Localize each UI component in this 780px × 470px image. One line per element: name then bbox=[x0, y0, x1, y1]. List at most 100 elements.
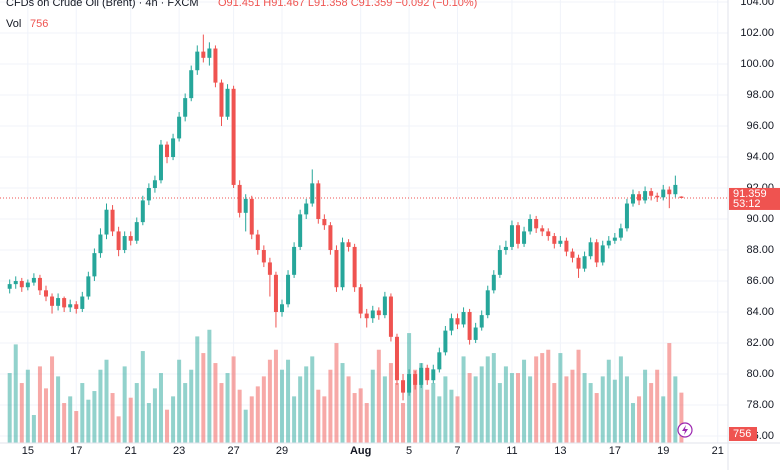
volume-bar bbox=[110, 393, 115, 443]
candle-body bbox=[376, 310, 381, 316]
volume-bar bbox=[497, 383, 502, 443]
volume-bar bbox=[509, 373, 514, 443]
volume-bar bbox=[104, 359, 109, 443]
candle-body bbox=[171, 138, 176, 158]
x-tick-label: 29 bbox=[276, 445, 288, 457]
volume-bar bbox=[479, 366, 484, 443]
candles bbox=[7, 34, 684, 401]
volume-bar bbox=[455, 396, 460, 443]
candle-body bbox=[286, 274, 291, 305]
candle-body bbox=[473, 327, 478, 340]
candle-body bbox=[98, 234, 103, 254]
volume-bar bbox=[249, 396, 254, 443]
candle-body bbox=[606, 240, 611, 246]
candle-body bbox=[394, 336, 399, 381]
volume-bar bbox=[594, 393, 599, 443]
volume-bar bbox=[364, 403, 369, 443]
volume-bar bbox=[237, 389, 242, 443]
header-symbol: CFDs on Crude Oil (Brent) · 4h · FXCM bbox=[6, 0, 199, 9]
volume-bar bbox=[425, 389, 430, 443]
candle-body bbox=[522, 231, 527, 244]
candle-body bbox=[298, 214, 303, 247]
y-tick-label: 102.00 bbox=[740, 27, 774, 39]
volume-bar bbox=[152, 388, 157, 443]
volume-value: 756 bbox=[30, 18, 48, 30]
volume-bar bbox=[606, 359, 611, 443]
volume-bar bbox=[394, 383, 399, 443]
volume-bar bbox=[352, 393, 357, 443]
volume-bar bbox=[582, 373, 587, 443]
volume-bar bbox=[346, 376, 351, 443]
volume-bar bbox=[74, 411, 79, 443]
volume-bar bbox=[334, 343, 339, 443]
volume-bar bbox=[679, 392, 684, 443]
candle-body bbox=[74, 304, 79, 309]
x-tick-label: 17 bbox=[70, 445, 82, 457]
volume-bar bbox=[134, 383, 139, 443]
candle-body bbox=[503, 246, 508, 251]
candle-body bbox=[340, 242, 345, 288]
candle-body bbox=[25, 282, 30, 288]
candle-body bbox=[352, 246, 357, 288]
volume-bar bbox=[643, 369, 648, 443]
axes: 76.0078.0080.0082.0084.0086.0088.0090.00… bbox=[22, 0, 780, 457]
candle-body bbox=[13, 281, 18, 285]
volume-bar bbox=[612, 379, 617, 443]
volume-bar bbox=[146, 403, 151, 443]
candle-body bbox=[582, 256, 587, 269]
candle-body bbox=[80, 296, 85, 309]
volume-bar bbox=[171, 396, 176, 443]
volume-bar bbox=[316, 389, 321, 443]
candle-body bbox=[630, 194, 635, 204]
y-tick-label: 82.00 bbox=[746, 337, 774, 349]
volume-bar bbox=[50, 356, 55, 443]
volume-bar bbox=[80, 383, 85, 443]
candle-body bbox=[443, 330, 448, 353]
volume-label: Vol bbox=[6, 18, 21, 30]
volume-bar bbox=[158, 373, 163, 443]
candle-body bbox=[267, 262, 272, 275]
volume-bar bbox=[661, 396, 666, 443]
candle-body bbox=[612, 237, 617, 241]
candle-body bbox=[7, 284, 12, 289]
candle-body bbox=[552, 236, 557, 244]
candle-body bbox=[388, 296, 393, 337]
volume-bar bbox=[177, 359, 182, 443]
replay-button[interactable] bbox=[677, 422, 693, 438]
volume-bar bbox=[570, 369, 575, 443]
x-tick-label: 21 bbox=[125, 445, 137, 457]
candle-body bbox=[449, 318, 454, 331]
volume-bar bbox=[618, 356, 623, 443]
x-tick-label: 17 bbox=[609, 445, 621, 457]
candle-body bbox=[431, 369, 436, 381]
candle-body bbox=[637, 194, 642, 201]
candle-body bbox=[491, 274, 496, 291]
x-tick-label: 19 bbox=[657, 445, 669, 457]
candle-body bbox=[219, 82, 224, 117]
volume-bar bbox=[310, 356, 315, 443]
candle-body bbox=[655, 195, 660, 198]
y-tick-label: 78.00 bbox=[746, 399, 774, 411]
candle-body bbox=[68, 304, 73, 308]
candle-body bbox=[86, 276, 91, 297]
candle-body bbox=[679, 196, 684, 198]
candle-body bbox=[116, 231, 121, 251]
candle-body bbox=[661, 189, 666, 198]
volume-bar bbox=[128, 397, 133, 443]
candle-body bbox=[37, 277, 42, 291]
volume-bar bbox=[485, 356, 490, 443]
volume-bar bbox=[92, 391, 97, 443]
volume-bar bbox=[522, 359, 527, 443]
candle-body bbox=[225, 88, 230, 117]
candle-body bbox=[134, 222, 139, 241]
volume-bar bbox=[443, 376, 448, 443]
x-tick-label: 27 bbox=[227, 445, 239, 457]
candle-body bbox=[564, 240, 569, 252]
candle-body bbox=[461, 312, 466, 325]
last-price-label: 91.359 bbox=[733, 188, 767, 200]
volume-bar bbox=[340, 363, 345, 443]
candle-body bbox=[437, 352, 442, 370]
candle-body bbox=[152, 180, 157, 189]
x-tick-label: 15 bbox=[22, 445, 34, 457]
volume-bar bbox=[7, 373, 12, 443]
